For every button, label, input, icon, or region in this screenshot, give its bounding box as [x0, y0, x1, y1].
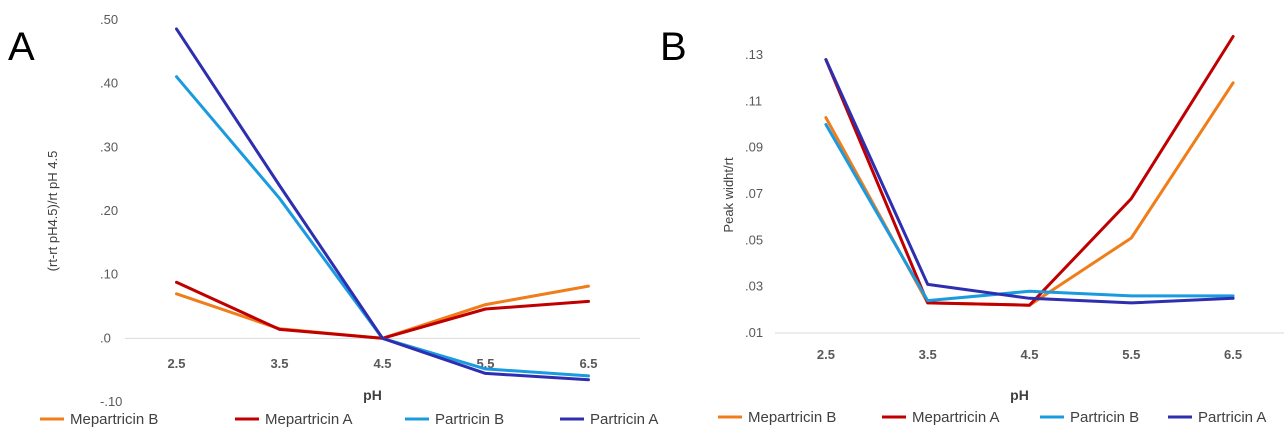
chart-b-xtick-label: 6.5	[1224, 347, 1242, 362]
chart-b-xtick-label: 2.5	[817, 347, 835, 362]
chart-panel-a: A .50.40.30.20.10.0-.102.5 3.5 4.5 5.5 6.5pH…	[8, 12, 658, 428]
chart-b-y-axis-title: Peak widht/rt	[721, 157, 736, 233]
chart-a-x-axis-title: pH	[363, 387, 382, 403]
chart-b-ytick-label: .01	[745, 325, 763, 340]
chart-b-series-line-mepartricin-a	[824, 35, 1235, 307]
panel-letter-a: A	[8, 25, 35, 69]
chart-b-ytick-label: .11	[745, 93, 762, 108]
chart-b-series-line-partricin-a	[824, 58, 1235, 305]
chart-a-ytick-label: .30	[100, 139, 118, 154]
chart-b-xtick-label: 5.5	[1122, 347, 1140, 362]
chart-b-legend-label: Mepartricin A	[912, 409, 1000, 426]
chart-a-xtick-label: 3.5	[270, 356, 288, 371]
chart-a-ytick-label: .50	[100, 12, 118, 27]
chart-b-xtick-label: 3.5	[919, 347, 937, 362]
chart-b-ytick-label: .03	[745, 279, 763, 294]
chart-a-xtick-label: 2.5	[167, 356, 185, 371]
chart-b-legend-label: Partricin B	[1070, 409, 1139, 426]
chart-a-series-line-mepartricin-a	[175, 280, 590, 340]
chart-a-y-axis-title: (rt-rt pH4.5)/rt pH 4.5	[45, 151, 60, 272]
chart-a-legend-label: Mepartricin B	[70, 411, 158, 428]
chart-a-ytick-label: .40	[100, 76, 118, 91]
chart-b-xtick-label: 4.5	[1020, 347, 1038, 362]
chart-panel-b: B .13 .11 .09 .07 .05 .03 .01 2.5 3.5 4.5 5.5 6.5 pH…	[660, 25, 1284, 426]
panel-letter-b: B	[660, 25, 687, 69]
chart-b-x-axis-title: pH	[1010, 387, 1029, 403]
chart-b-ytick-label: .09	[745, 140, 763, 155]
chart-a-legend-label: Mepartricin A	[265, 411, 353, 428]
chart-b-legend-label: Partricin A	[1198, 409, 1266, 426]
chart-a-legend-label: Partricin A	[590, 411, 658, 428]
chart-a-ytick-label: .0	[100, 330, 111, 345]
chart-a-ytick-label: .10	[100, 267, 118, 282]
chart-a-legend-label: Partricin B	[435, 411, 504, 428]
chart-b-series-line-partricin-b	[824, 123, 1235, 303]
chart-a-xtick-label: 6.5	[579, 356, 597, 371]
chart-b-legend-label: Mepartricin B	[748, 409, 836, 426]
chart-b-ytick-label: .07	[745, 186, 763, 201]
chart-a-series-line-partricin-a	[175, 27, 590, 382]
chart-b-ytick-label: .05	[745, 232, 763, 247]
chart-a-ytick-label: -.10	[100, 394, 122, 409]
chart-a-xtick-label: 4.5	[373, 356, 391, 371]
chart-b-ytick-label: .13	[745, 47, 763, 62]
chart-a-ytick-label: .20	[100, 203, 118, 218]
